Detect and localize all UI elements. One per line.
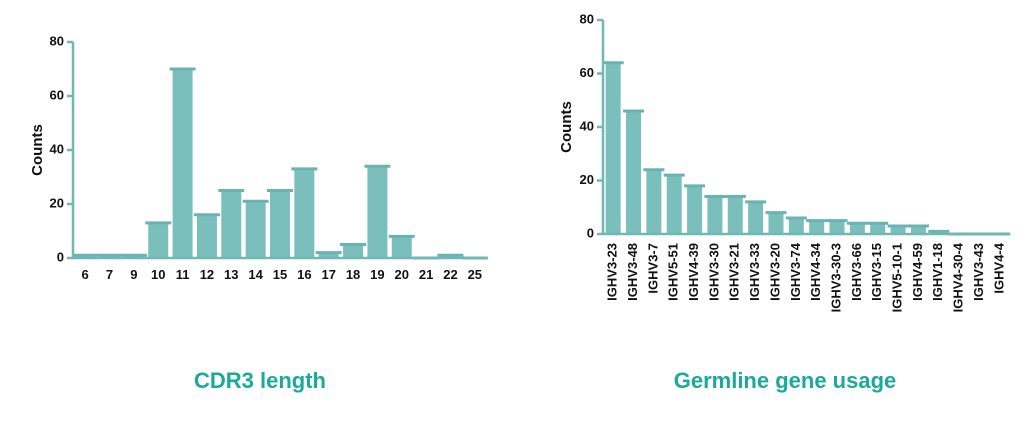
x-tick-label-ighv4-34: IGHV4-34 [808, 242, 823, 301]
bar-ighv3-33 [748, 201, 764, 234]
bar-ighv3-21 [727, 196, 743, 234]
bar-ighv5-10-1 [890, 225, 906, 234]
bar-20 [391, 236, 412, 258]
x-tick-label-ighv3-43: IGHV3-43 [971, 243, 986, 301]
bar-17 [318, 252, 339, 258]
x-tick-label-ighv5-10-1: IGHV5-10-1 [890, 243, 905, 312]
y-tick-label-0: 0 [587, 225, 594, 240]
x-tick-label-7: 7 [106, 267, 113, 282]
x-tick-label-25: 25 [468, 267, 482, 282]
x-tick-label-22: 22 [443, 267, 457, 282]
bar-ighv5-51 [666, 175, 682, 234]
x-tick-label-ighv4-30-4: IGHV4-30-4 [951, 242, 966, 312]
y-tick-label-20: 20 [50, 195, 64, 210]
y-tick-label-80: 80 [50, 33, 64, 48]
cdr3-length-caption: CDR3 length [194, 368, 326, 393]
germline-gene-usage-caption: Germline gene usage [673, 368, 897, 393]
x-tick-label-ighv3-21: IGHV3-21 [727, 243, 742, 301]
x-tick-label-15: 15 [273, 267, 287, 282]
bar-18 [343, 244, 364, 258]
bar-19 [367, 166, 388, 258]
x-tick-label-ighv4-4: IGHV4-4 [991, 242, 1006, 293]
x-tick-label-ighv3-7: IGHV3-7 [645, 243, 660, 294]
germline-gene-usage-chart: IGHV3-23 IGHV3-48 IGHV3-7 IGHV5-51 IGHV4-39 I… [558, 11, 1011, 312]
x-tick-label-16: 16 [297, 267, 311, 282]
bar-12 [196, 214, 217, 258]
y-tick-label-20: 20 [580, 172, 594, 187]
bar-ighv3-7 [646, 169, 662, 234]
x-tick-label-6: 6 [82, 267, 89, 282]
y-tick-label-80: 80 [580, 11, 594, 26]
x-tick-label-9: 9 [130, 267, 137, 282]
bar-ighv3-66 [849, 223, 865, 234]
bar-ighv3-30 [707, 196, 723, 234]
bar-11 [172, 69, 193, 258]
x-tick-label-ighv3-20: IGHV3-20 [767, 243, 782, 301]
x-tick-label-19: 19 [370, 267, 384, 282]
bar-ighv3-74 [788, 217, 804, 234]
bar-ighv3-48 [626, 110, 642, 234]
bar-ighv4-39 [687, 185, 703, 234]
x-tick-label-14: 14 [248, 267, 263, 282]
x-tick-label-ighv5-51: IGHV5-51 [666, 243, 681, 301]
bar-ighv3-15 [870, 223, 886, 234]
y-tick-label-60: 60 [580, 65, 594, 80]
bar-ighv3-30-3 [829, 220, 845, 234]
x-tick-label-ighv3-23: IGHV3-23 [605, 243, 620, 301]
x-tick-label-ighv4-39: IGHV4-39 [686, 243, 701, 301]
x-tick-label-20: 20 [395, 267, 409, 282]
x-tick-label-17: 17 [321, 267, 335, 282]
x-tick-label-12: 12 [200, 267, 214, 282]
y-tick-label-40: 40 [580, 118, 594, 133]
bar-10 [148, 222, 169, 258]
x-tick-label-ighv3-30: IGHV3-30 [706, 243, 721, 301]
x-tick-label-13: 13 [224, 267, 238, 282]
y-tick-label-40: 40 [50, 141, 64, 156]
bar-ighv3-20 [768, 212, 784, 234]
x-tick-label-ighv3-74: IGHV3-74 [788, 242, 803, 301]
x-tick-label-ighv4-59: IGHV4-59 [910, 243, 925, 301]
x-tick-label-21: 21 [419, 267, 433, 282]
x-tick-label-ighv1-18: IGHV1-18 [930, 243, 945, 301]
x-tick-label-11: 11 [176, 267, 190, 282]
bar-ighv3-23 [605, 62, 621, 234]
bar-16 [294, 168, 315, 258]
bar-ighv4-59 [910, 225, 926, 234]
x-tick-label-18: 18 [346, 267, 360, 282]
x-tick-label-ighv3-33: IGHV3-33 [747, 243, 762, 301]
y-tick-label-0: 0 [57, 249, 64, 264]
y-tick-label-60: 60 [50, 87, 64, 102]
bar-13 [221, 190, 242, 258]
x-tick-label-ighv3-66: IGHV3-66 [849, 243, 864, 301]
y-axis-title: Counts [29, 124, 46, 176]
bar-14 [245, 201, 266, 258]
bar-ighv4-34 [809, 220, 825, 234]
x-tick-label-10: 10 [151, 267, 165, 282]
x-tick-label-ighv3-15: IGHV3-15 [869, 243, 884, 301]
bar-15 [270, 190, 290, 258]
y-axis-title: Counts [558, 101, 575, 153]
x-tick-label-ighv3-48: IGHV3-48 [625, 243, 640, 301]
cdr3-length-chart: 6 7 9 10 11 12 13 14 15 16 17 18 19 20 21 22 25 0 20 40 60 80… [29, 33, 488, 282]
x-tick-label-ighv3-30-3: IGHV3-30-3 [828, 243, 843, 312]
